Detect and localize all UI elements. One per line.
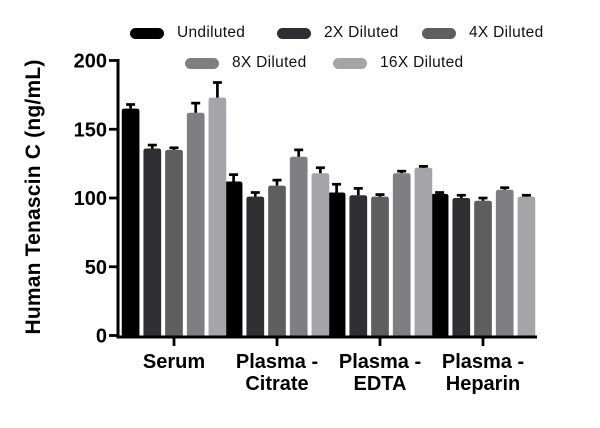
bar-16x-diluted-3 <box>414 167 433 336</box>
y-tick-label: 100 <box>74 188 107 210</box>
bar-undiluted-2 <box>224 181 243 336</box>
legend-swatch-undiluted <box>130 27 164 39</box>
y-tick-label: 200 <box>74 51 107 73</box>
bar-4x-diluted-2 <box>268 185 286 336</box>
bar-8x-diluted-2 <box>289 156 308 336</box>
bar-2x-diluted-3 <box>349 195 368 336</box>
bar-2x-diluted-2 <box>246 196 265 336</box>
bar-16x-diluted-2 <box>311 173 330 336</box>
legend-swatch-2x <box>277 27 311 39</box>
x-category-label: Plasma - <box>442 351 524 373</box>
y-tick-label: 50 <box>85 257 107 279</box>
bar-8x-diluted-3 <box>392 173 411 336</box>
x-category-label: EDTA <box>354 373 407 395</box>
legend-item-2x: 2X Diluted <box>277 24 399 42</box>
bar-2x-diluted-1 <box>143 148 162 336</box>
x-category-label: Serum <box>143 351 205 373</box>
bar-4x-diluted-4 <box>474 200 492 336</box>
legend-label: 16X Diluted <box>380 54 464 71</box>
legend-item-undiluted: Undiluted <box>130 24 245 42</box>
bar-undiluted-3 <box>327 192 346 336</box>
legend-swatch-16x <box>333 57 367 69</box>
legend-item-8x: 8X Diluted <box>185 54 307 72</box>
legend-label: 2X Diluted <box>324 24 399 41</box>
legend-label: Undiluted <box>177 24 246 41</box>
legend-item-16x: 16X Diluted <box>333 54 463 72</box>
legend-label: 8X Diluted <box>232 54 307 71</box>
bar-16x-diluted-4 <box>517 196 536 336</box>
bar-4x-diluted-3 <box>371 196 389 336</box>
x-category-label: Citrate <box>245 373 308 395</box>
x-category-label: Plasma - <box>339 351 421 373</box>
bar-2x-diluted-4 <box>452 198 471 336</box>
bar-16x-diluted-1 <box>208 97 227 336</box>
x-category-label: Plasma - <box>236 351 318 373</box>
y-tick-label: 0 <box>96 326 107 348</box>
bar-undiluted-4 <box>430 193 449 336</box>
y-tick-label: 150 <box>74 119 107 141</box>
legend-label: 4X Diluted <box>469 24 544 41</box>
legend-swatch-8x <box>185 57 219 69</box>
legend-swatch-4x <box>422 27 456 39</box>
bar-4x-diluted-1 <box>165 149 183 336</box>
bar-undiluted-1 <box>121 108 140 336</box>
bar-8x-diluted-4 <box>495 189 514 336</box>
y-axis-title: Human Tenascin C (ng/mL) <box>22 59 45 335</box>
legend-item-4x: 4X Diluted <box>422 24 544 42</box>
bar-8x-diluted-1 <box>186 112 205 336</box>
x-category-label: Heparin <box>446 373 520 395</box>
